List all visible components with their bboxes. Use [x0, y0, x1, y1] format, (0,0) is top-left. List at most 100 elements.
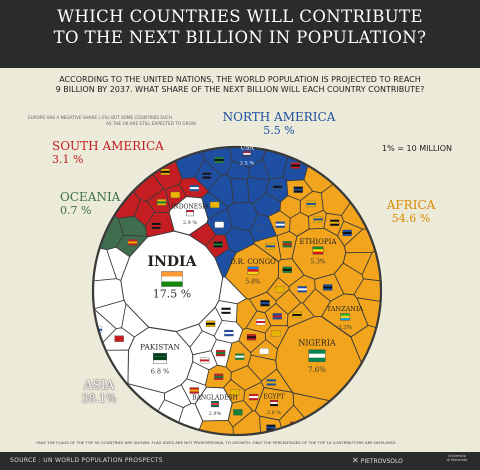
flag-stripe: [308, 353, 326, 358]
flag-stripe: [102, 367, 112, 374]
x-logo-icon: ✕: [352, 456, 359, 465]
scale-note: 1% = 10 MILLION: [382, 144, 453, 153]
country-cell: [218, 276, 247, 305]
flag-stripe: [312, 249, 324, 252]
flag-icon: [214, 373, 224, 380]
flag-icon: [202, 172, 212, 179]
flag-stripe: [330, 221, 340, 224]
flag-stripe: [323, 286, 333, 289]
flag-icon: [272, 183, 283, 190]
country-india-label: INDIA 17.5 %: [148, 254, 198, 301]
university-logo: Universita di Macerata: [438, 454, 476, 462]
flag-icon: [275, 221, 285, 228]
flag-stripe: [122, 169, 132, 172]
country-cell: [279, 195, 301, 219]
country-pakistan-name: PAKISTAN: [140, 343, 180, 352]
flag-stripe: [270, 402, 278, 405]
flag-stripe: [331, 165, 341, 168]
flag-icon: [128, 239, 138, 246]
flag-icon: [224, 329, 234, 337]
country-nigeria-flag-icon: [308, 349, 326, 362]
flag-border: [312, 246, 324, 255]
flag-icon: [266, 379, 276, 386]
flag-icon: [256, 318, 266, 326]
subtitle: ACCORDING TO THE UNITED NATIONS, THE WOR…: [0, 75, 480, 95]
flag-stripe: [125, 407, 135, 415]
region-label-south-america: SOUTH AMERICA 3.1 %: [52, 139, 164, 166]
flag-icon: [205, 320, 216, 327]
region-share: 54.6 %: [391, 212, 431, 225]
flag-stripe: [247, 269, 259, 272]
region-name: NORTH AMERICA: [222, 110, 336, 124]
region-label-north-america: NORTH AMERICA 5.5 %: [216, 110, 342, 137]
country-india-flag-icon: [161, 271, 183, 287]
region-label-africa: AFRICA 54.6 %: [384, 198, 438, 225]
country-indonesia-label: INDONESIA 2.9 %: [171, 203, 209, 226]
country-tanzania-share: 3.3%: [338, 325, 352, 331]
country-ethiopia-name: ETHIOPIA: [300, 238, 338, 246]
flag-stripe: [214, 159, 224, 162]
flag-stripe: [266, 381, 276, 384]
flag-icon: [313, 216, 323, 223]
country-nigeria-share: 7.6%: [308, 366, 326, 374]
flag-stripe: [247, 266, 259, 270]
flag-border: [161, 271, 183, 287]
country-pakistan-label: PAKISTAN 6.8 %: [140, 343, 180, 376]
flag-stripe: [186, 210, 194, 213]
country-usa-label: USA 2.5 %: [240, 144, 255, 166]
flag-icon: [259, 348, 269, 355]
flag-stripe: [189, 187, 199, 190]
flag-stripe: [292, 313, 302, 316]
flag-stripe: [340, 315, 350, 318]
flag-stripe: [272, 185, 282, 188]
flag-stripe: [358, 208, 368, 211]
flag-icon: [329, 219, 340, 226]
flag-icon: [256, 224, 266, 232]
flag-stripe: [340, 313, 350, 316]
flag-stripe: [270, 400, 278, 403]
flag-border: [247, 266, 259, 275]
flag-icon: [210, 201, 220, 209]
country-india-share: 17.5 %: [153, 288, 191, 301]
country-cell: [292, 392, 381, 435]
country-cell: [188, 222, 217, 247]
flag-icon: [282, 241, 292, 248]
flag-icon: [214, 221, 224, 228]
flag-icon: [160, 168, 170, 176]
europe-note-line-2: AS THE UK ARE STILL EXPECTED TO GROW: [106, 121, 197, 126]
flag-stripe: [256, 321, 266, 324]
flag-icon: [151, 222, 161, 230]
flag-stripe: [211, 405, 219, 407]
flag-icon: [275, 286, 285, 293]
flag-stripe: [114, 337, 124, 340]
country-usa-name: USA: [240, 144, 254, 151]
country-d-r-congo-flag-icon: [247, 266, 259, 275]
flag-stripe: [161, 419, 171, 422]
country-labels: INDIA 17.5 % NIGERIA 7.6% PAKISTAN 6.8 % D.R. …: [140, 144, 364, 417]
author-handle[interactable]: ✕ PIETROVSOLO: [352, 456, 403, 465]
flag-stripe: [153, 360, 167, 364]
flag-icon: [125, 407, 135, 415]
flag-icon: [297, 286, 307, 293]
flag-stripe: [235, 355, 245, 358]
flag-stripe: [186, 212, 194, 215]
flag-stripe: [186, 214, 194, 216]
country-usa-flag-icon: [243, 151, 251, 157]
country-india-name: INDIA: [148, 254, 198, 270]
country-tanzania-flag-icon: [340, 313, 350, 321]
flag-stripe: [206, 322, 216, 325]
flag-stripe: [340, 318, 350, 321]
flag-icon: [122, 167, 133, 175]
country-cell: [224, 227, 256, 254]
footer-bar: SOURCE : UN WORLD POPULATION PROSPECTS ✕…: [0, 452, 480, 470]
region-label-asia: ASIA 38.1%: [72, 378, 126, 405]
flag-stripe: [308, 349, 326, 354]
country-ethiopia-share: 5.3%: [310, 258, 326, 265]
flag-icon: [233, 409, 243, 416]
flag-stripe: [282, 243, 292, 246]
flag-stripe: [213, 243, 223, 246]
footnote: ONLY THE FLAGS OF THE TOP 50 COUNTRIES A…: [36, 440, 397, 445]
country-ethiopia-label: ETHIOPIA 5.3%: [300, 238, 338, 265]
country-egypt-flag-icon: [270, 400, 278, 407]
flag-stripe: [202, 174, 212, 177]
